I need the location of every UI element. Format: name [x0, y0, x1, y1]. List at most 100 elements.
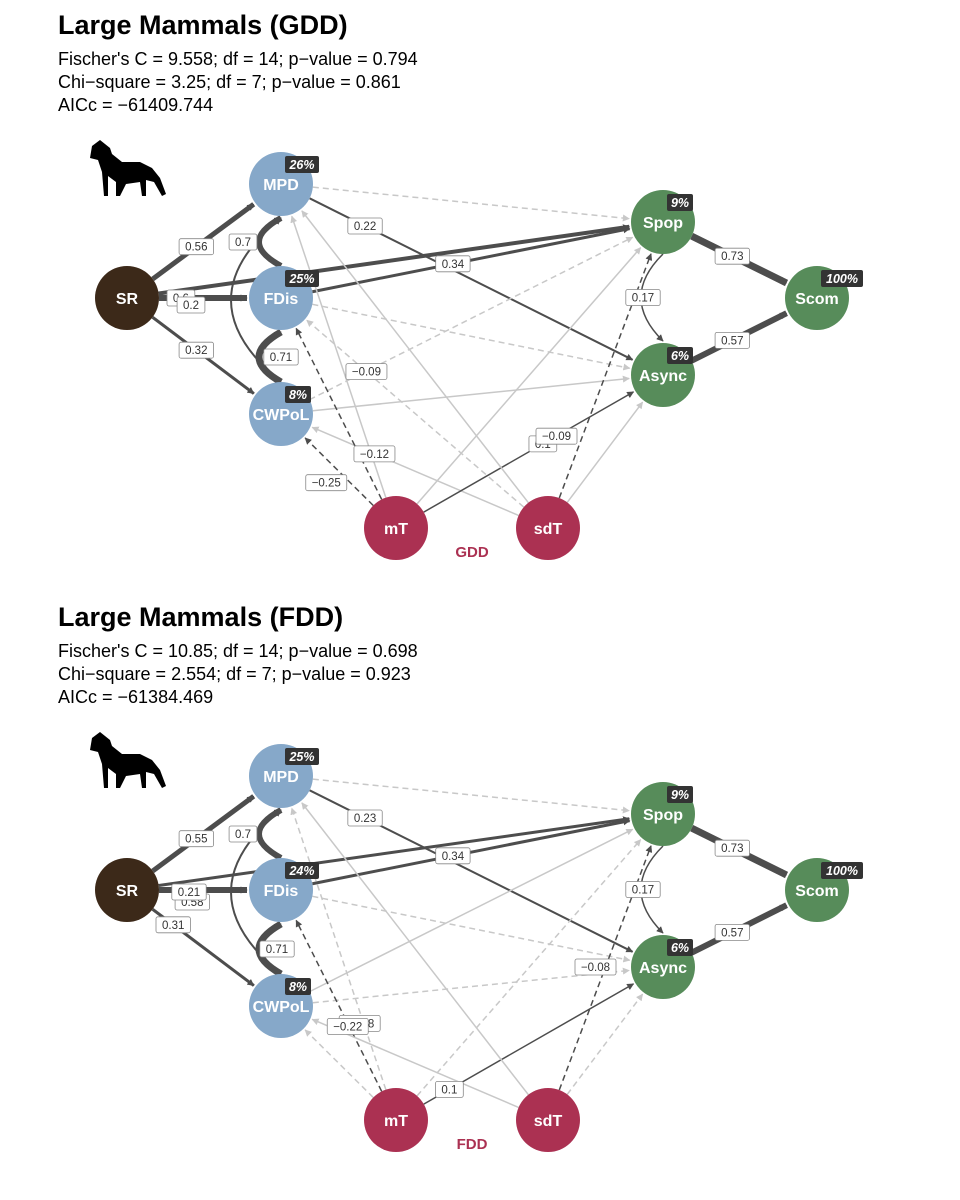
node-sdt: sdT [516, 496, 580, 560]
edge-cwpol-async [312, 967, 630, 1004]
edge-cwpol-spop [309, 828, 634, 993]
path-coefficient-label: 0.21 [171, 883, 207, 901]
edge-fdis-spop [312, 818, 631, 886]
node-sr: SR [95, 266, 159, 330]
edge-sdt-async [566, 401, 644, 503]
svg-text:0.17: 0.17 [632, 293, 654, 305]
path-coefficient-label: 0.34 [435, 255, 471, 273]
edge-sdt-async [566, 993, 644, 1095]
svg-text:0.22: 0.22 [354, 221, 376, 233]
svg-text:0.7: 0.7 [235, 829, 251, 841]
climate-metric-tag: GDD [455, 544, 489, 561]
variance-explained-badge: 8% [285, 978, 311, 995]
edge-fdis-mpd [256, 807, 283, 861]
sem-path-diagram: 0.550.580.310.70.210.710.230.340.730.170… [90, 732, 863, 1153]
path-coefficient-label: 0.22 [347, 217, 383, 235]
variance-explained-badge: 6% [667, 939, 693, 956]
coefficient-layer: 0.560.60.320.70.20.710.220.340.730.170.5… [166, 217, 750, 492]
svg-text:−0.08: −0.08 [581, 962, 610, 974]
svg-text:0.31: 0.31 [162, 920, 184, 932]
node-label: SR [116, 291, 139, 308]
svg-text:100%: 100% [826, 864, 858, 878]
edge-sdt-mpd [301, 802, 529, 1096]
svg-text:−0.09: −0.09 [542, 431, 571, 443]
sem-path-diagram: 0.560.60.320.70.20.710.220.340.730.170.5… [90, 140, 863, 561]
edge-mt-fdis [295, 327, 383, 500]
node-mpd: MPD 26% [249, 152, 319, 216]
svg-text:8%: 8% [289, 980, 307, 994]
node-label: Async [639, 368, 687, 385]
edge-fdis-mpd [256, 215, 283, 269]
path-coefficient-label: 0.7 [228, 233, 258, 251]
svg-text:0.56: 0.56 [185, 242, 207, 254]
node-label: Spop [643, 807, 683, 824]
path-coefficient-label: −0.08 [574, 958, 617, 976]
svg-text:24%: 24% [288, 864, 314, 878]
node-label: sdT [534, 1113, 563, 1130]
edge-mt-async [423, 391, 635, 513]
path-coefficient-label: −0.12 [353, 445, 396, 463]
path-coefficient-label: −0.22 [326, 1018, 369, 1035]
wolf-silhouette-icon [90, 732, 166, 788]
variance-explained-badge: 100% [821, 862, 863, 879]
node-cwpol: CWPoL 8% [249, 974, 313, 1038]
edge-mt-spop [416, 839, 642, 1097]
svg-text:0.34: 0.34 [442, 259, 465, 271]
edge-mt-cwpol [304, 1029, 374, 1099]
coefficient-layer: 0.550.580.310.70.210.710.230.340.730.170… [155, 809, 750, 1098]
svg-text:−0.09: −0.09 [352, 367, 381, 379]
path-coefficient-label: 0.71 [259, 940, 295, 958]
path-coefficient-label: −0.09 [345, 363, 388, 381]
edge-mpd-spop [312, 778, 630, 814]
variance-explained-badge: 9% [667, 194, 693, 211]
variance-explained-badge: 100% [821, 270, 863, 287]
node-label: MPD [263, 769, 299, 786]
edge-cwpol-async [312, 375, 630, 412]
svg-text:0.1: 0.1 [441, 1084, 457, 1096]
node-layer: SR MPD 26% FDis 25% CWPoL 8% Spop 9% Async 6% Scom 1… [95, 152, 863, 560]
edge-mpd-spop [312, 186, 630, 222]
svg-text:9%: 9% [671, 196, 689, 210]
wolf-silhouette-icon [90, 140, 166, 196]
fischer-c-stat: Fischer's C = 10.85; df = 14; p−value = … [58, 641, 418, 661]
svg-text:0.71: 0.71 [266, 944, 288, 956]
node-fdis: FDis 24% [249, 858, 319, 922]
path-coefficient-label: 0.71 [263, 348, 299, 366]
svg-text:0.32: 0.32 [185, 345, 207, 357]
path-coefficient-label: 0.34 [435, 847, 471, 865]
variance-explained-badge: 8% [285, 386, 311, 403]
variance-explained-badge: 26% [285, 156, 319, 173]
svg-text:−0.25: −0.25 [312, 478, 341, 490]
aicc-stat: AICc = −61409.744 [58, 95, 214, 115]
edge-cwpol-fdis [255, 920, 283, 978]
path-coefficient-label: 0.31 [155, 916, 191, 934]
panel-title: Large Mammals (FDD) [58, 602, 344, 632]
node-spop: Spop 9% [631, 782, 695, 846]
path-coefficient-label: 0.55 [178, 830, 214, 848]
node-label: sdT [534, 521, 563, 538]
edge-sr-spop [158, 224, 631, 296]
panel-gdd: Large Mammals (GDD) Fischer's C = 9.558;… [58, 10, 863, 561]
node-label: FDis [264, 291, 299, 308]
path-coefficient-label: 0.32 [178, 341, 214, 359]
edge-sdt-spop [558, 253, 653, 499]
svg-text:0.73: 0.73 [721, 843, 743, 855]
climate-metric-tag: FDD [457, 1136, 488, 1153]
node-async: Async 6% [631, 343, 695, 407]
node-spop: Spop 9% [631, 190, 695, 254]
node-sdt: sdT [516, 1088, 580, 1152]
path-coefficient-label: 0.2 [176, 296, 206, 314]
variance-explained-badge: 25% [285, 748, 319, 765]
svg-text:9%: 9% [671, 788, 689, 802]
aicc-stat: AICc = −61384.469 [58, 687, 214, 707]
edge-cwpol-fdis [255, 328, 283, 386]
panel-title: Large Mammals (GDD) [58, 10, 348, 40]
path-coefficient-label: 0.7 [228, 825, 258, 843]
edge-mt-cwpol [304, 437, 374, 507]
variance-explained-badge: 9% [667, 786, 693, 803]
node-label: SR [116, 883, 139, 900]
node-label: CWPoL [253, 407, 310, 424]
svg-text:0.21: 0.21 [178, 887, 200, 899]
path-coefficient-label: 0.23 [347, 809, 383, 827]
node-mt: mT [364, 496, 428, 560]
